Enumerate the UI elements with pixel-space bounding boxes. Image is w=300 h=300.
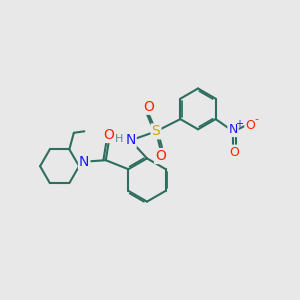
Text: N: N xyxy=(79,155,89,169)
Text: O: O xyxy=(143,100,154,114)
Text: H: H xyxy=(115,134,123,144)
Text: O: O xyxy=(103,128,114,142)
Text: N: N xyxy=(125,134,136,147)
Text: S: S xyxy=(152,124,160,138)
Text: O: O xyxy=(155,149,166,163)
Text: +: + xyxy=(235,118,243,129)
Text: -: - xyxy=(255,114,259,124)
Text: O: O xyxy=(230,146,239,159)
Text: N: N xyxy=(228,123,238,136)
Text: O: O xyxy=(245,118,255,132)
